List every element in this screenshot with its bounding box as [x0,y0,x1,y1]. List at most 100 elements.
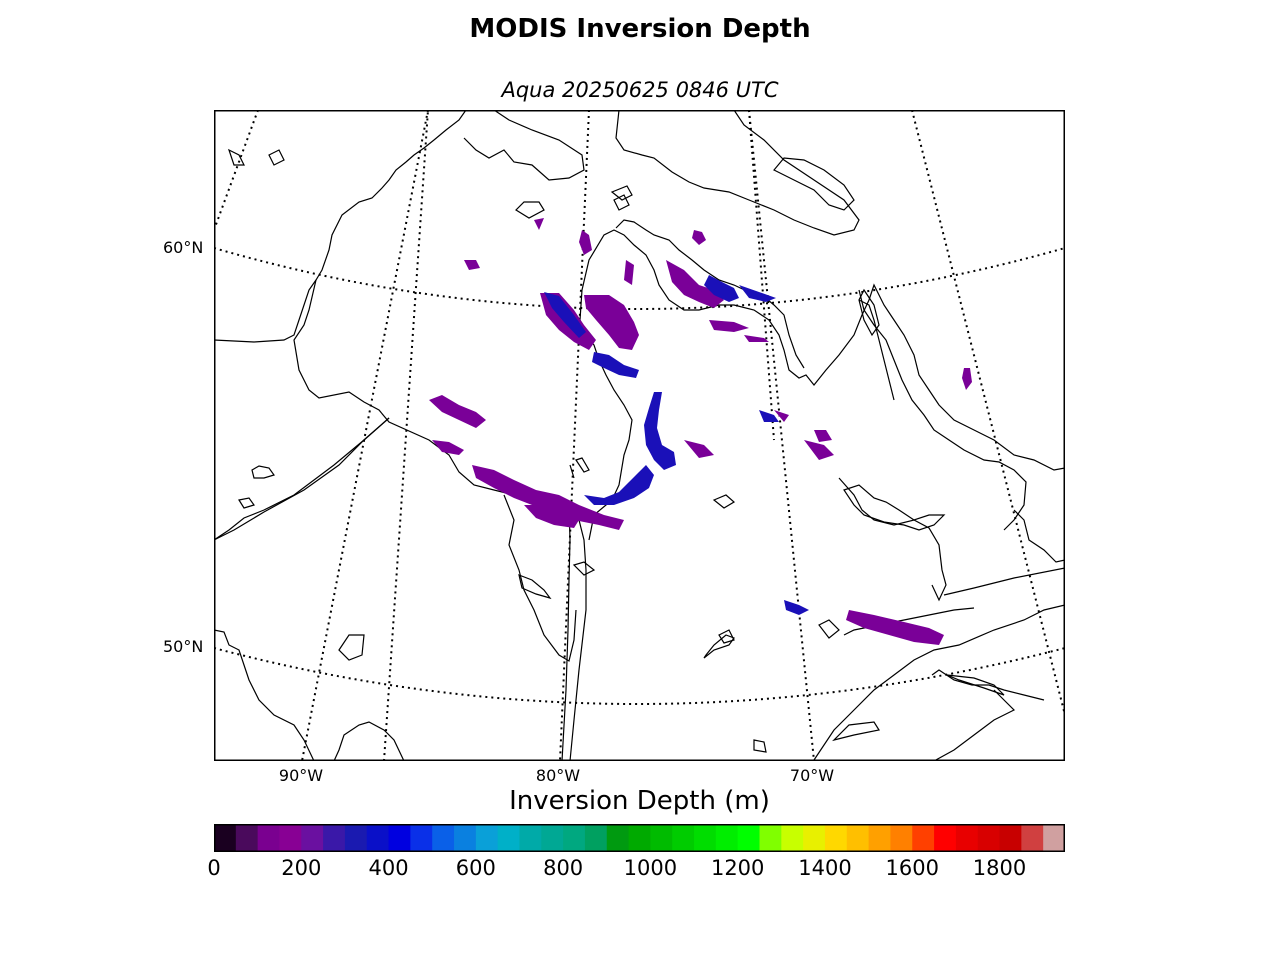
hudson-island-1 [613,194,630,211]
colorbar-cell [563,824,586,852]
shallow-patch-east [692,230,706,245]
colorbar-cell [235,824,259,852]
west-islands [227,148,285,166]
meridian-85w [383,110,429,761]
colorbar-tick-label: 400 [368,856,409,880]
colorbar-tick-label: 1400 [798,856,852,880]
parallel-60n [214,247,1065,310]
colorbar-cell [344,824,368,852]
lake-small-3 [753,739,767,753]
shallow-patch-south [524,505,579,528]
labrador-coast-2 [858,299,895,401]
colorbar-cell [737,824,761,852]
colorbar-cell [584,824,608,852]
moderate-patch-se [784,600,809,615]
southampton-island [463,110,585,181]
borders [214,417,1065,761]
moderate-patch-ne2 [739,285,776,302]
southern-land-hint [333,721,405,761]
colorbar-cell [475,824,499,852]
moderate-band-north [544,292,586,338]
colorbar-tick-label: 600 [455,856,496,880]
plot-subtitle: Aqua 20250625 0846 UTC [501,78,779,102]
colorbar-cell [432,824,455,852]
moderate-patch-ne [704,275,739,302]
sw-land-2 [214,629,315,761]
colorbar-cell [257,824,280,852]
meridian-75w [748,110,775,441]
shallow-patch-small4 [624,260,634,285]
colorbar-cell [694,824,717,852]
colorbar-label: Inversion Depth (m) [509,786,770,816]
colorbar [214,824,1065,852]
shallow-patch-small6 [774,410,789,422]
plot-title: MODIS Inversion Depth [469,14,811,44]
meridian-80w [559,110,590,761]
colorbar-cell [803,824,826,852]
baffin-south [615,110,860,236]
colorbar-cell [912,824,935,852]
moderate-patch-small [759,410,779,422]
colorbar-cell [1043,824,1065,852]
colorbar-cell [628,824,651,852]
colorbar-cell [890,824,913,852]
border-quebec-labrador [943,567,1065,596]
colorbar-cell [868,824,891,852]
lake-misc-a [251,465,275,479]
map-canvas [214,110,1065,761]
meridian-90w [301,110,429,761]
colorbar-cell [1021,824,1044,852]
anticosti [946,674,1005,696]
labrador-east [858,289,1027,531]
colorbar-cell [388,824,411,852]
colorbar-tick-label: 1000 [623,856,678,880]
graticule [214,110,1065,761]
colorbar-cell [519,824,542,852]
colorbar-cell [279,824,302,852]
colorbar-cell [301,824,324,852]
colorbar-cell [410,824,433,852]
map-border [214,110,1065,761]
shallow-patch-small5 [804,440,834,460]
colorbar-cell [497,824,520,852]
moderate-band-south [584,465,654,505]
inversion-moderate [544,275,809,615]
lake-nipigon [338,634,365,661]
hudson-bay-southwest [293,279,587,761]
hudson-bay-east-coast [579,229,1065,541]
st-lawrence-south [813,604,1065,761]
border-manitoba-ontario [214,417,390,541]
lat-label-60n: 60°N [163,238,204,257]
sw-land [214,417,390,541]
lake-mistassini [703,634,735,659]
colorbar-cell [846,824,870,852]
colorbar-cell [541,824,564,852]
colorbar-cell [214,824,237,852]
colorbar-cells [214,824,1065,852]
inversion-shallow [429,218,972,645]
lake-small-2 [572,561,596,576]
coats-island [515,201,545,219]
colorbar-tick-label: 1200 [710,856,765,880]
shallow-patch-small2 [579,230,592,255]
gulf-st-lawrence-north [838,477,947,602]
colorbar-cell [323,824,346,852]
colorbar-tick-label: 200 [281,856,322,880]
shallow-patch-small7 [709,320,749,332]
coastlines [214,110,1065,761]
newfoundland-hint [1013,509,1065,563]
reservoir-2 [843,484,946,531]
lon-label-80w: 80°W [535,766,581,785]
belcher-islands [569,457,590,479]
mansel-island [610,185,633,201]
se-land-1 [931,669,1045,701]
ellesmere-hint [773,157,855,211]
border-ontario-quebec [561,501,571,761]
shallow-patch-small9 [684,440,714,458]
james-bay-west [503,494,577,662]
parallel-50n [214,647,1065,705]
colorbar-cell [781,824,804,852]
colorbar-cell [715,824,739,852]
colorbar-cell [955,824,979,852]
shallow-patch-labrador [962,368,972,390]
